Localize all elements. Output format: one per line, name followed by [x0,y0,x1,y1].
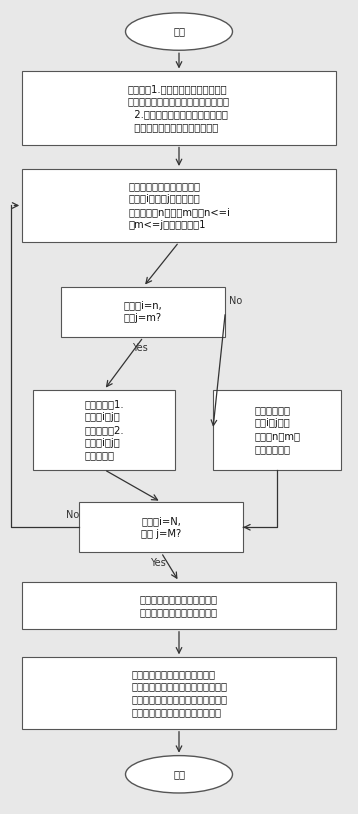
Text: 初始化：1.导线参数（导线直径、漆
包厚度、线材密度、电阻率和磁导率）
  2.电感参数（层间距、骨架半径、
  绕线层数、每层匝数和精确度）: 初始化：1.导线参数（导线直径、漆 包厚度、线材密度、电阻率和磁导率） 2.电感… [128,84,230,132]
FancyBboxPatch shape [22,657,336,729]
Text: 判断：i=n,
同时j=m?: 判断：i=n, 同时j=m? [124,300,163,323]
Text: 通过改变电抗器部分的导线参数
和电感参数的初始化值，可以设计出
的电抗器具有特定的总电感值、总电
阻值、总绕线重量和总绕线长度。: 通过改变电抗器部分的导线参数 和电感参数的初始化值，可以设计出 的电抗器具有特定… [131,669,227,717]
Text: Yes: Yes [150,558,165,568]
FancyBboxPatch shape [22,582,336,629]
Text: 不同线圈：计
算第i层j匝线
圈和第n层m匝
线圈的互感；: 不同线圈：计 算第i层j匝线 圈和第n层m匝 线圈的互感； [254,405,300,454]
Ellipse shape [126,13,232,50]
Text: 判断：i=N,
同时 j=M?: 判断：i=N, 同时 j=M? [141,516,181,539]
Text: 结束: 结束 [173,769,185,779]
Text: 单匝线圈：1.
计算第i层j匝
线圈自感；2.
计算第i层j匝
线圈长度；: 单匝线圈：1. 计算第i层j匝 线圈自感；2. 计算第i层j匝 线圈长度； [84,399,124,461]
Ellipse shape [126,755,232,793]
Text: No: No [66,510,79,520]
Text: Yes: Yes [132,343,147,352]
FancyBboxPatch shape [22,72,336,145]
FancyBboxPatch shape [22,168,336,242]
Text: 计算电抗器总电感值、总电阻
值、总绕线长度和总绕线重量: 计算电抗器总电感值、总电阻 值、总绕线长度和总绕线重量 [140,594,218,617]
Text: 设定循环变量：第一匝线圈
（层数i，匝数j），第二匝
线圈（层数n，匝数m），n<=i
，m<=j，每次循环加1: 设定循环变量：第一匝线圈 （层数i，匝数j），第二匝 线圈（层数n，匝数m），n… [128,182,230,230]
FancyBboxPatch shape [79,502,243,553]
FancyBboxPatch shape [213,390,341,470]
FancyBboxPatch shape [33,390,175,470]
Text: 开始: 开始 [173,27,185,37]
Text: No: No [229,295,243,305]
FancyBboxPatch shape [61,287,225,337]
